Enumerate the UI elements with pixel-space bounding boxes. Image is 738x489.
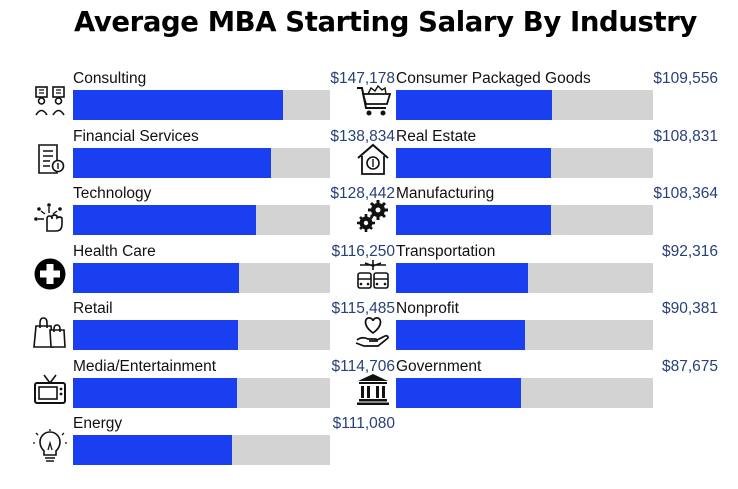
bar-track	[73, 205, 330, 235]
chart-title: Average MBA Starting Salary By Industry	[74, 6, 697, 38]
bar-track	[73, 435, 330, 465]
government-building-icon	[356, 372, 390, 406]
bar-consulting	[73, 90, 283, 120]
bar-real-estate	[396, 147, 551, 178]
financial-document-icon	[33, 142, 67, 176]
bar-nonprofit	[396, 320, 525, 350]
bar-track	[73, 377, 330, 408]
shopping-bags-icon	[33, 314, 67, 348]
bar-row-health-care: Health Care $116,250	[34, 242, 396, 295]
value-label: $90,381	[661, 300, 718, 317]
category-label: Nonprofit	[396, 300, 459, 317]
bar-technology	[73, 205, 256, 235]
bar-row-media-entertainment: Media/Entertainment $114,706	[34, 357, 396, 410]
bar-row-technology: Technology $128,442	[34, 185, 395, 237]
value-label: $108,364	[653, 185, 718, 202]
bar-track	[396, 262, 653, 293]
bar-row-consumer-packaged-goods: Consumer Packaged Goods $109,556	[357, 70, 718, 122]
consulting-people-icon	[33, 84, 67, 118]
bar-media-entertainment	[73, 377, 237, 408]
category-label: Consulting	[73, 70, 147, 87]
bar-row-manufacturing: Manufacturing $108,364	[357, 185, 718, 237]
health-cross-icon	[33, 257, 67, 291]
value-label: $92,316	[661, 242, 718, 260]
shopping-cart-icon	[356, 84, 392, 118]
bar-track	[396, 90, 653, 120]
value-label: $147,178	[330, 70, 395, 87]
lightbulb-icon	[33, 429, 67, 463]
technology-hand-icon	[33, 199, 67, 233]
bar-manufacturing	[396, 205, 551, 235]
category-label: Media/Entertainment	[73, 357, 217, 375]
bar-row-real-estate: Real Estate $108,831	[357, 127, 718, 180]
bar-row-nonprofit: Nonprofit $90,381	[355, 300, 718, 352]
television-icon	[33, 372, 67, 406]
bar-energy	[73, 435, 232, 465]
bar-transportation	[396, 262, 528, 293]
category-label: Consumer Packaged Goods	[396, 70, 591, 87]
bar-financial-services	[73, 147, 271, 178]
heart-hand-icon	[355, 314, 390, 348]
bar-row-retail: Retail $115,485	[33, 300, 396, 352]
gears-icon	[356, 199, 390, 233]
bar-track	[396, 377, 653, 408]
category-label: Real Estate	[396, 127, 477, 145]
value-label: $109,556	[653, 70, 718, 87]
bar-track	[396, 320, 653, 350]
bar-consumer-packaged-goods	[396, 90, 552, 120]
bar-retail	[73, 320, 238, 350]
bar-health-care	[73, 262, 239, 293]
value-label: $128,442	[330, 185, 395, 202]
value-label: $114,706	[331, 357, 396, 375]
bar-row-energy: Energy $111,080	[33, 415, 395, 467]
bar-row-government: Government $87,675	[357, 357, 718, 410]
value-label: $115,485	[331, 300, 396, 317]
value-label: $111,080	[332, 415, 395, 432]
bar-row-transportation: Transportation $92,316	[357, 242, 718, 295]
category-label: Government	[396, 357, 482, 375]
category-label: Manufacturing	[396, 185, 495, 202]
value-label: $138,834	[330, 127, 395, 145]
bar-track	[73, 147, 330, 178]
category-label: Technology	[73, 185, 152, 202]
category-label: Financial Services	[73, 127, 199, 145]
bar-track	[73, 262, 330, 293]
category-label: Transportation	[396, 242, 496, 260]
bar-row-financial-services: Financial Services $138,834	[38, 127, 395, 180]
value-label: $108,831	[653, 127, 718, 145]
category-label: Health Care	[73, 242, 156, 260]
category-label: Retail	[73, 300, 113, 317]
category-label: Energy	[73, 415, 123, 432]
house-dollar-icon	[356, 142, 390, 176]
transport-vehicles-icon	[356, 257, 390, 291]
value-label: $87,675	[661, 357, 718, 375]
bar-row-consulting: Consulting $147,178	[35, 70, 395, 122]
value-label: $116,250	[331, 242, 396, 260]
bar-government	[396, 377, 521, 408]
bar-track	[73, 90, 330, 120]
bar-track	[396, 147, 653, 178]
bar-track	[396, 205, 653, 235]
bar-track	[73, 320, 330, 350]
